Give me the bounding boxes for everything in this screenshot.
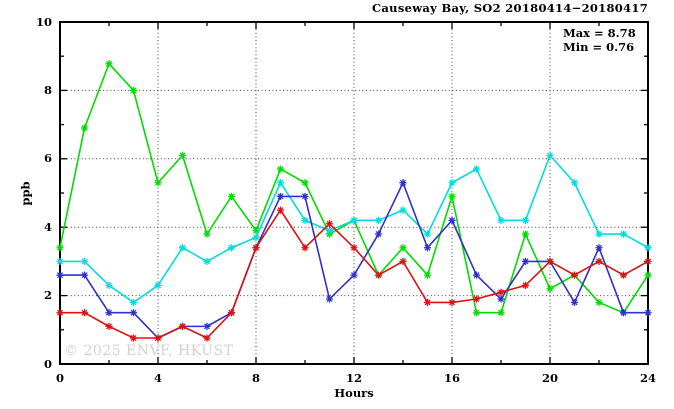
series-cyan xyxy=(56,151,652,307)
max-value-label: Max = 8.78 xyxy=(563,26,636,40)
y-tick-label-2: 2 xyxy=(43,288,52,303)
y-tick-label-10: 10 xyxy=(35,14,52,29)
x-axis-label: Hours xyxy=(334,386,374,400)
stats-annotation: Max = 8.78 Min = 0.76 xyxy=(563,26,636,54)
x-tick-label-24: 24 xyxy=(639,371,656,385)
series-red-markers xyxy=(56,206,652,342)
x-tick-label-20: 20 xyxy=(541,371,558,385)
x-tick-label-16: 16 xyxy=(443,371,460,385)
x-tick-label-4: 4 xyxy=(153,371,162,385)
watermark: © 2025 ENVF, HKUST xyxy=(64,343,234,359)
y-tick-label-4: 4 xyxy=(43,219,52,234)
min-value-label: Min = 0.76 xyxy=(563,40,635,54)
x-tick-label-8: 8 xyxy=(251,371,260,385)
series-red xyxy=(56,206,652,342)
y-axis-label: ppb xyxy=(18,181,33,206)
y-tick-label-0: 0 xyxy=(43,356,52,371)
x-tick-label-12: 12 xyxy=(345,371,362,385)
x-tick-label-0: 0 xyxy=(55,371,64,385)
plot-frame xyxy=(59,21,649,365)
chart-title: Causeway Bay, SO2 20180414−20180417 xyxy=(371,1,648,15)
series-cyan-markers xyxy=(56,151,652,307)
y-tick-label-8: 8 xyxy=(43,82,52,97)
y-tick-label-6: 6 xyxy=(43,151,52,166)
